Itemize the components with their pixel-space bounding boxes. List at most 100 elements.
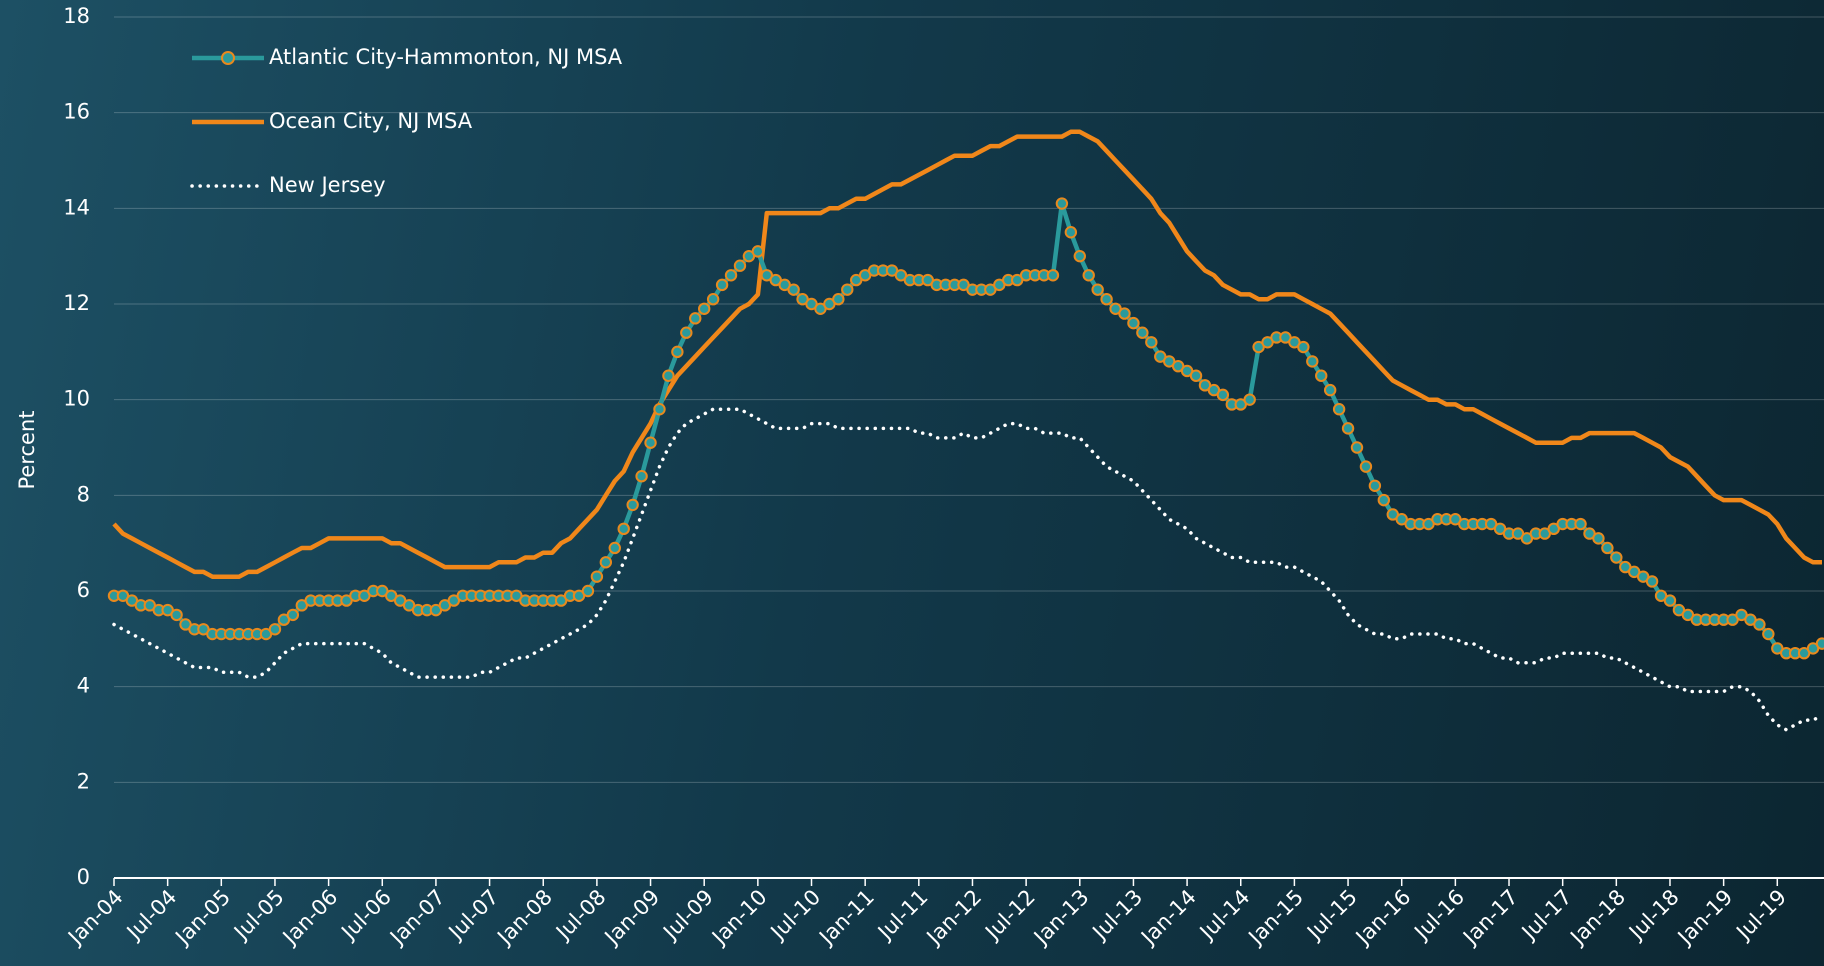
y-tick-label: 16 xyxy=(63,100,90,124)
legend-label: Ocean City, NJ MSA xyxy=(269,109,473,133)
series-marker xyxy=(1377,493,1391,507)
x-tick-label: Jan-08 xyxy=(491,885,557,951)
x-tick-label: Jul-17 xyxy=(1516,885,1577,946)
series-marker xyxy=(1189,369,1203,382)
series-marker xyxy=(715,278,729,292)
series-marker xyxy=(581,584,595,598)
series-marker xyxy=(635,470,648,483)
series-line xyxy=(112,407,1824,732)
series-marker xyxy=(832,293,845,306)
series-marker xyxy=(1815,637,1824,650)
x-tick-label: Jul-09 xyxy=(657,885,718,946)
x-tick-label: Jan-10 xyxy=(706,885,772,951)
series-marker xyxy=(286,608,300,622)
series-marker xyxy=(1306,355,1319,368)
legend-label: Atlantic City-Hammonton, NJ MSA xyxy=(269,45,623,69)
series-marker xyxy=(1341,422,1355,435)
series-marker xyxy=(1574,517,1587,531)
series-marker xyxy=(1350,441,1364,454)
x-tick-label: Jul-13 xyxy=(1087,885,1148,946)
x-tick-label: Jan-19 xyxy=(1672,885,1738,951)
y-tick-label: 6 xyxy=(77,578,90,602)
x-tick-label: Jul-05 xyxy=(228,885,289,946)
y-tick-label: 12 xyxy=(63,291,90,315)
x-tick-label: Jan-04 xyxy=(62,885,128,951)
x-tick-label: Jan-05 xyxy=(170,885,236,951)
x-tick-label: Jan-06 xyxy=(277,885,343,951)
series-marker xyxy=(1216,388,1230,402)
series-marker xyxy=(841,283,854,296)
series-marker xyxy=(689,312,702,325)
x-tick-label: Jan-15 xyxy=(1243,885,1309,951)
series-marker xyxy=(733,259,747,272)
series-marker xyxy=(751,245,765,258)
series-marker xyxy=(1100,293,1113,306)
series-marker xyxy=(626,498,639,512)
series-marker xyxy=(268,623,282,636)
y-tick-label: 18 xyxy=(63,4,90,28)
x-tick-label: Jan-16 xyxy=(1350,885,1416,951)
series-marker xyxy=(1127,316,1140,330)
series-marker xyxy=(1610,551,1623,564)
series-marker xyxy=(590,570,604,583)
series-marker xyxy=(1082,269,1095,282)
series-marker xyxy=(1762,627,1775,641)
y-tick-label: 2 xyxy=(77,769,90,793)
y-tick-label: 0 xyxy=(77,865,90,889)
y-tick-label: 4 xyxy=(77,674,90,698)
series-marker xyxy=(1601,541,1614,555)
series-marker xyxy=(1073,249,1086,263)
series-marker xyxy=(1243,393,1256,406)
series-marker xyxy=(706,293,720,306)
x-tick-label: Jul-08 xyxy=(550,885,611,946)
series-marker xyxy=(1145,336,1158,349)
series-marker xyxy=(724,269,738,282)
x-tick-label: Jul-16 xyxy=(1409,885,1470,946)
series-marker xyxy=(1332,403,1346,416)
series-marker xyxy=(1663,594,1677,607)
x-tick-label: Jul-04 xyxy=(121,885,182,946)
x-tick-label: Jul-07 xyxy=(443,885,504,946)
series-marker xyxy=(599,556,613,569)
series-marker xyxy=(1297,340,1310,354)
series-marker xyxy=(1046,269,1060,282)
series-marker xyxy=(697,302,711,315)
series-marker xyxy=(1323,383,1337,397)
series-marker xyxy=(1091,283,1104,296)
series-line xyxy=(112,129,1822,579)
x-tick-label: Jul-19 xyxy=(1731,885,1792,946)
series-marker xyxy=(1368,479,1382,492)
x-tick-label: Jul-14 xyxy=(1194,885,1255,946)
x-tick-label: Jul-12 xyxy=(979,885,1040,946)
x-tick-label: Jan-11 xyxy=(813,885,879,951)
series-marker xyxy=(608,541,621,555)
series-marker xyxy=(1359,460,1373,473)
x-tick-label: Jan-18 xyxy=(1565,885,1631,951)
series-marker xyxy=(662,369,675,382)
x-tick-label: Jan-09 xyxy=(599,885,665,951)
series-marker xyxy=(787,283,800,296)
series-marker xyxy=(1592,532,1605,545)
x-tick-label: Jan-14 xyxy=(1135,885,1201,951)
series-marker xyxy=(671,345,684,359)
series-marker xyxy=(1753,618,1766,631)
series-marker xyxy=(170,608,183,622)
x-tick-label: Jul-18 xyxy=(1623,885,1684,946)
series-marker xyxy=(1645,575,1659,588)
x-tick-label: Jan-17 xyxy=(1457,885,1523,951)
y-tick-label: 10 xyxy=(63,387,90,411)
series-marker xyxy=(1055,197,1069,210)
y-tick-label: 8 xyxy=(77,482,90,506)
y-axis-label: Percent xyxy=(15,410,39,489)
x-tick-label: Jul-10 xyxy=(765,885,826,946)
x-tick-label: Jul-15 xyxy=(1301,885,1362,946)
y-tick-label: 14 xyxy=(63,195,90,219)
x-tick-label: Jan-13 xyxy=(1028,885,1094,951)
series-marker xyxy=(1064,226,1078,239)
x-tick-label: Jan-07 xyxy=(384,885,450,951)
series-marker xyxy=(644,436,657,449)
x-tick-label: Jul-11 xyxy=(872,885,933,946)
series-marker xyxy=(1315,369,1328,382)
